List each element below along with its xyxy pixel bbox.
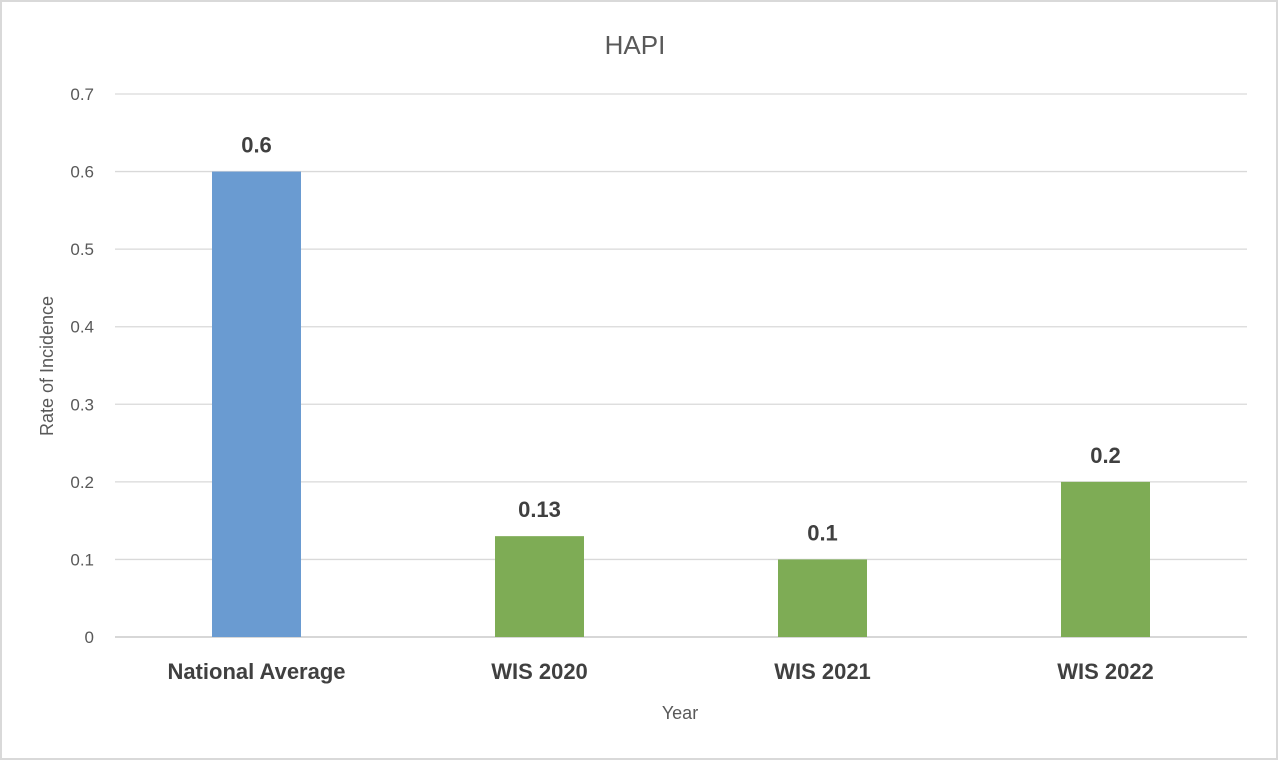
y-tick-label: 0.2 — [70, 473, 94, 492]
category-label: WIS 2020 — [491, 659, 588, 684]
bar — [212, 171, 301, 638]
category-label: National Average — [167, 659, 345, 684]
bar — [495, 536, 584, 637]
y-tick-label: 0.4 — [70, 318, 94, 337]
y-tick-label: 0.5 — [70, 240, 94, 259]
chart-title: HAPI — [605, 30, 666, 60]
data-label: 0.13 — [518, 497, 561, 522]
x-axis-label: Year — [662, 703, 698, 723]
data-label: 0.6 — [241, 133, 272, 158]
y-tick-label: 0.3 — [70, 395, 94, 414]
y-tick-label: 0.6 — [70, 163, 94, 182]
data-label: 0.2 — [1090, 443, 1121, 468]
bars — [212, 171, 1150, 638]
y-tick-label: 0 — [85, 628, 94, 647]
category-labels: National Average WIS 2020 WIS 2021 WIS 2022 — [167, 659, 1153, 684]
y-tick-label: 0.7 — [70, 85, 94, 104]
data-label: 0.1 — [807, 520, 838, 545]
y-tick-labels: 0 0.1 0.2 0.3 0.4 0.5 0.6 0.7 — [70, 85, 94, 647]
gridlines — [115, 93, 1247, 638]
y-tick-label: 0.1 — [70, 550, 94, 569]
bar — [1061, 481, 1150, 637]
data-labels: 0.6 0.13 0.1 0.2 — [241, 133, 1121, 546]
category-label: WIS 2022 — [1057, 659, 1154, 684]
category-label: WIS 2021 — [774, 659, 871, 684]
y-axis-label: Rate of Incidence — [37, 296, 57, 436]
bar — [778, 559, 867, 637]
